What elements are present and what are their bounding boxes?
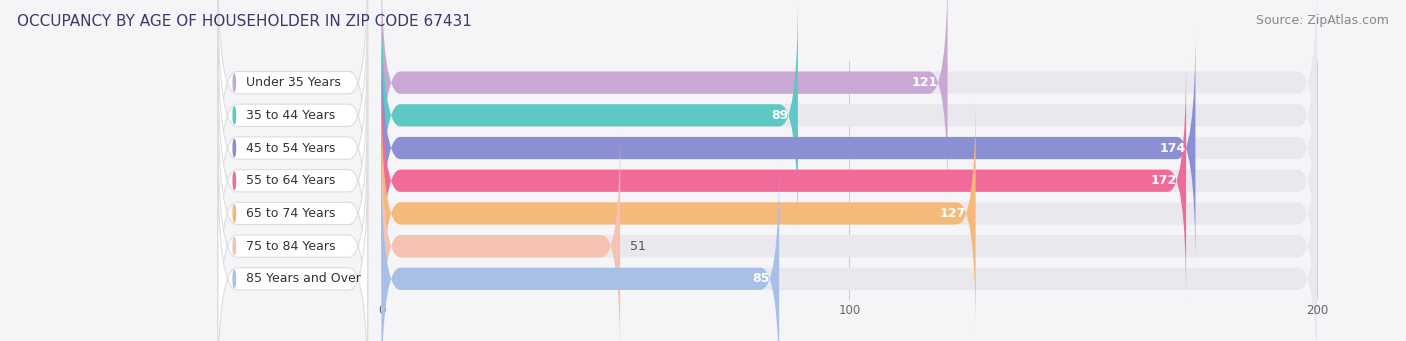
FancyBboxPatch shape — [218, 28, 367, 268]
FancyBboxPatch shape — [381, 159, 779, 341]
FancyBboxPatch shape — [381, 28, 1195, 268]
Circle shape — [233, 172, 236, 189]
Circle shape — [233, 74, 236, 91]
FancyBboxPatch shape — [381, 0, 1317, 235]
FancyBboxPatch shape — [218, 127, 367, 341]
FancyBboxPatch shape — [218, 159, 367, 341]
Text: 75 to 84 Years: 75 to 84 Years — [246, 240, 336, 253]
Text: 51: 51 — [630, 240, 645, 253]
Text: 35 to 44 Years: 35 to 44 Years — [246, 109, 335, 122]
FancyBboxPatch shape — [381, 61, 1317, 300]
FancyBboxPatch shape — [381, 0, 797, 235]
Text: 65 to 74 Years: 65 to 74 Years — [246, 207, 336, 220]
Text: 121: 121 — [912, 76, 938, 89]
FancyBboxPatch shape — [381, 94, 976, 333]
FancyBboxPatch shape — [218, 94, 367, 333]
Text: 85: 85 — [752, 272, 770, 285]
Text: 85 Years and Over: 85 Years and Over — [246, 272, 361, 285]
FancyBboxPatch shape — [381, 127, 1317, 341]
Text: 172: 172 — [1150, 174, 1177, 187]
Text: Under 35 Years: Under 35 Years — [246, 76, 340, 89]
Text: 55 to 64 Years: 55 to 64 Years — [246, 174, 336, 187]
FancyBboxPatch shape — [381, 94, 1317, 333]
Text: 174: 174 — [1160, 142, 1187, 154]
FancyBboxPatch shape — [381, 0, 1317, 202]
FancyBboxPatch shape — [381, 0, 948, 202]
Text: OCCUPANCY BY AGE OF HOUSEHOLDER IN ZIP CODE 67431: OCCUPANCY BY AGE OF HOUSEHOLDER IN ZIP C… — [17, 14, 472, 29]
Circle shape — [233, 205, 236, 222]
Circle shape — [233, 238, 236, 255]
FancyBboxPatch shape — [381, 61, 1187, 300]
Circle shape — [233, 107, 236, 124]
Circle shape — [233, 270, 236, 287]
Text: 127: 127 — [941, 207, 966, 220]
FancyBboxPatch shape — [381, 28, 1317, 268]
FancyBboxPatch shape — [381, 159, 1317, 341]
FancyBboxPatch shape — [218, 0, 367, 202]
FancyBboxPatch shape — [218, 61, 367, 300]
Circle shape — [233, 139, 236, 157]
FancyBboxPatch shape — [381, 127, 620, 341]
Text: 89: 89 — [772, 109, 789, 122]
FancyBboxPatch shape — [218, 0, 367, 235]
Text: Source: ZipAtlas.com: Source: ZipAtlas.com — [1256, 14, 1389, 27]
Text: 45 to 54 Years: 45 to 54 Years — [246, 142, 336, 154]
